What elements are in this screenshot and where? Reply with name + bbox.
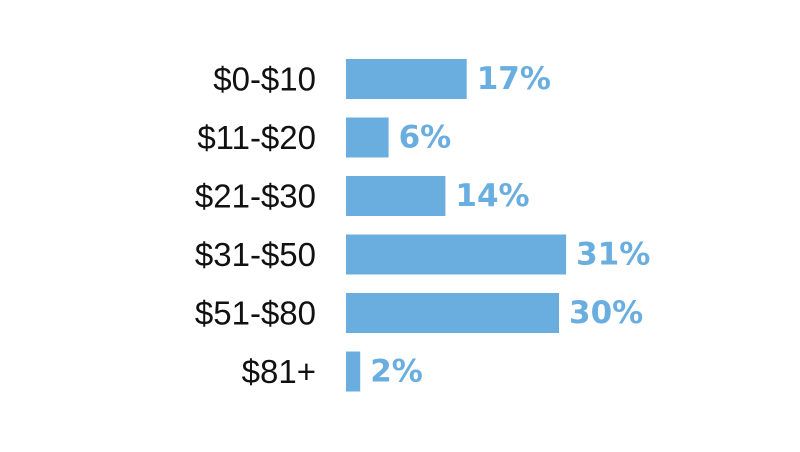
category-label: $31-$50 <box>195 236 316 273</box>
value-label: 14% <box>455 178 529 214</box>
bar <box>346 59 467 99</box>
bar <box>346 234 567 275</box>
category-labels: $0-$10 $11-$20 $21-$30 $31-$50 $51-$80 $81+ <box>195 61 316 391</box>
category-label: $21-$30 <box>195 178 316 215</box>
value-label: 31% <box>576 237 650 273</box>
category-label: $81+ <box>242 353 316 390</box>
bar <box>346 351 361 392</box>
category-label: $11-$20 <box>197 119 316 156</box>
category-label: $51-$80 <box>195 295 316 332</box>
value-label: 17% <box>477 61 551 97</box>
value-label: 6% <box>399 120 452 156</box>
bars <box>346 59 567 392</box>
bar <box>346 117 389 158</box>
bar <box>346 176 446 216</box>
bar <box>346 293 559 333</box>
value-label: 2% <box>370 354 423 390</box>
value-label: 30% <box>569 295 643 331</box>
category-label: $0-$10 <box>213 61 316 98</box>
value-labels: 17% 6%14% 31% 30% 2% <box>370 61 650 390</box>
